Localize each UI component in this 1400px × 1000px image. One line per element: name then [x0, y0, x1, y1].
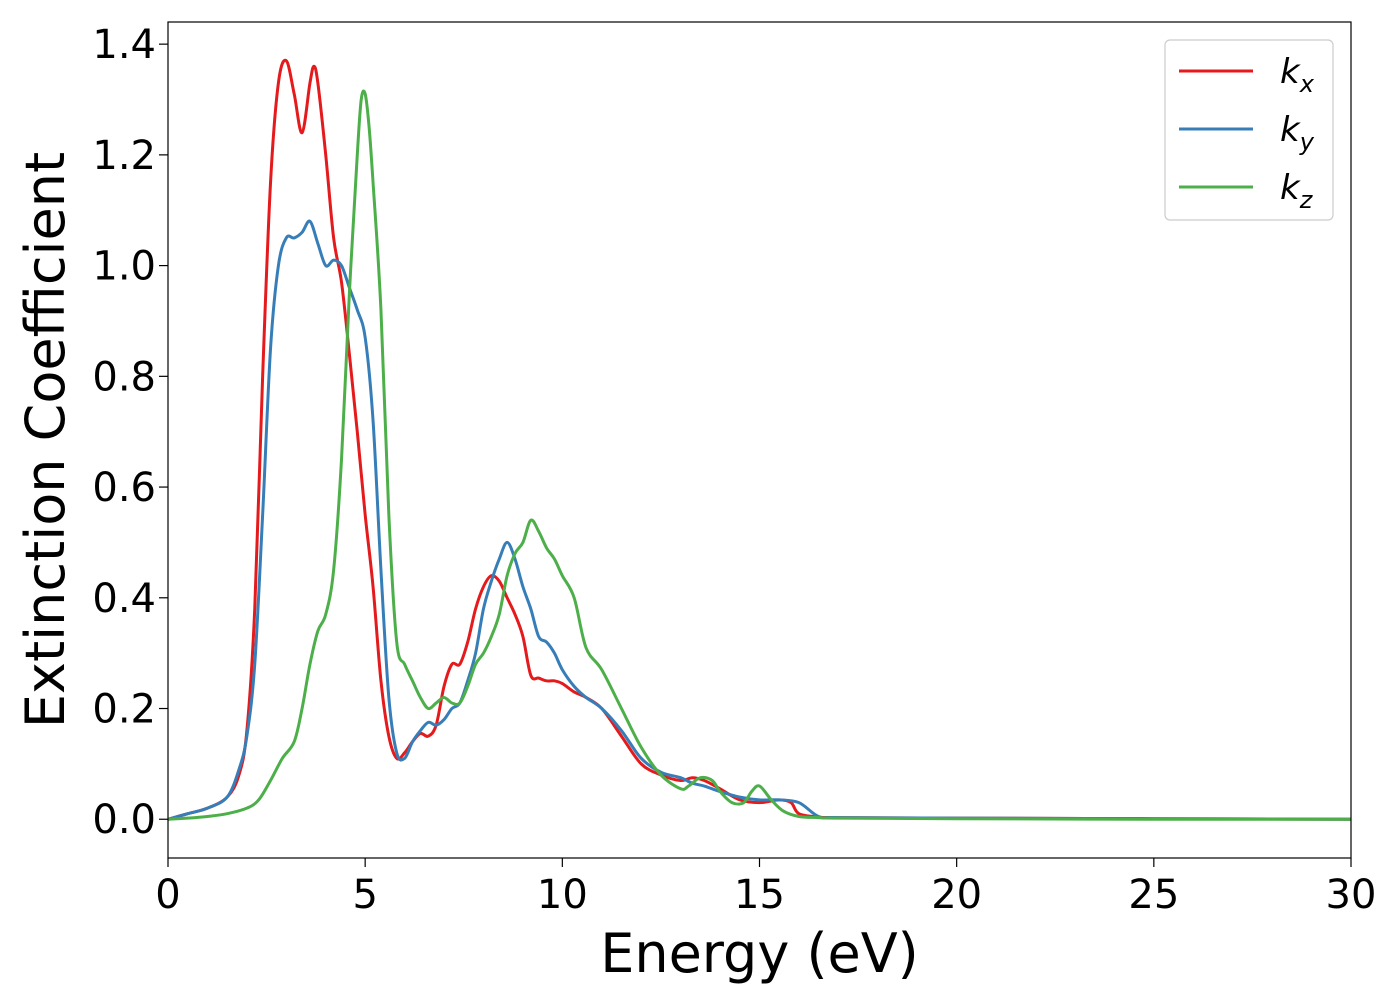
y-axis-title: Extinction Coefficient — [14, 152, 77, 728]
series-line-z — [168, 89, 1351, 821]
x-axis-title: Energy (eV) — [600, 922, 919, 985]
legend-label-x: kx — [1280, 52, 1315, 98]
x-tick-label: 15 — [734, 872, 785, 918]
y-axis: 0.0 0.2 0.4 0.6 0.8 1.0 1.2 1.4 — [92, 22, 168, 843]
y-tick-label: 0.6 — [92, 465, 156, 511]
x-tick-label: 0 — [155, 872, 180, 918]
x-tick-label: 30 — [1326, 872, 1377, 918]
x-tick-label: 20 — [931, 872, 982, 918]
y-tick-label: 1.0 — [92, 244, 156, 290]
y-tick-label: 0.8 — [92, 354, 156, 400]
series-line-x — [168, 58, 1351, 821]
y-tick-label: 1.2 — [92, 133, 156, 179]
x-tick-label: 5 — [352, 872, 377, 918]
y-tick-label: 1.4 — [92, 22, 156, 68]
y-tick-label: 0.2 — [92, 687, 156, 733]
legend-label-y: ky — [1280, 110, 1315, 156]
series-layer — [168, 58, 1351, 821]
y-tick-label: 0.4 — [92, 576, 156, 622]
x-tick-label: 10 — [537, 872, 588, 918]
x-axis: 0 5 10 15 20 25 30 — [155, 858, 1376, 918]
x-tick-label: 25 — [1128, 872, 1179, 918]
y-tick-label: 0.0 — [92, 797, 156, 843]
legend-label-z: kz — [1280, 168, 1314, 214]
legend: kx ky kz — [1164, 39, 1334, 221]
